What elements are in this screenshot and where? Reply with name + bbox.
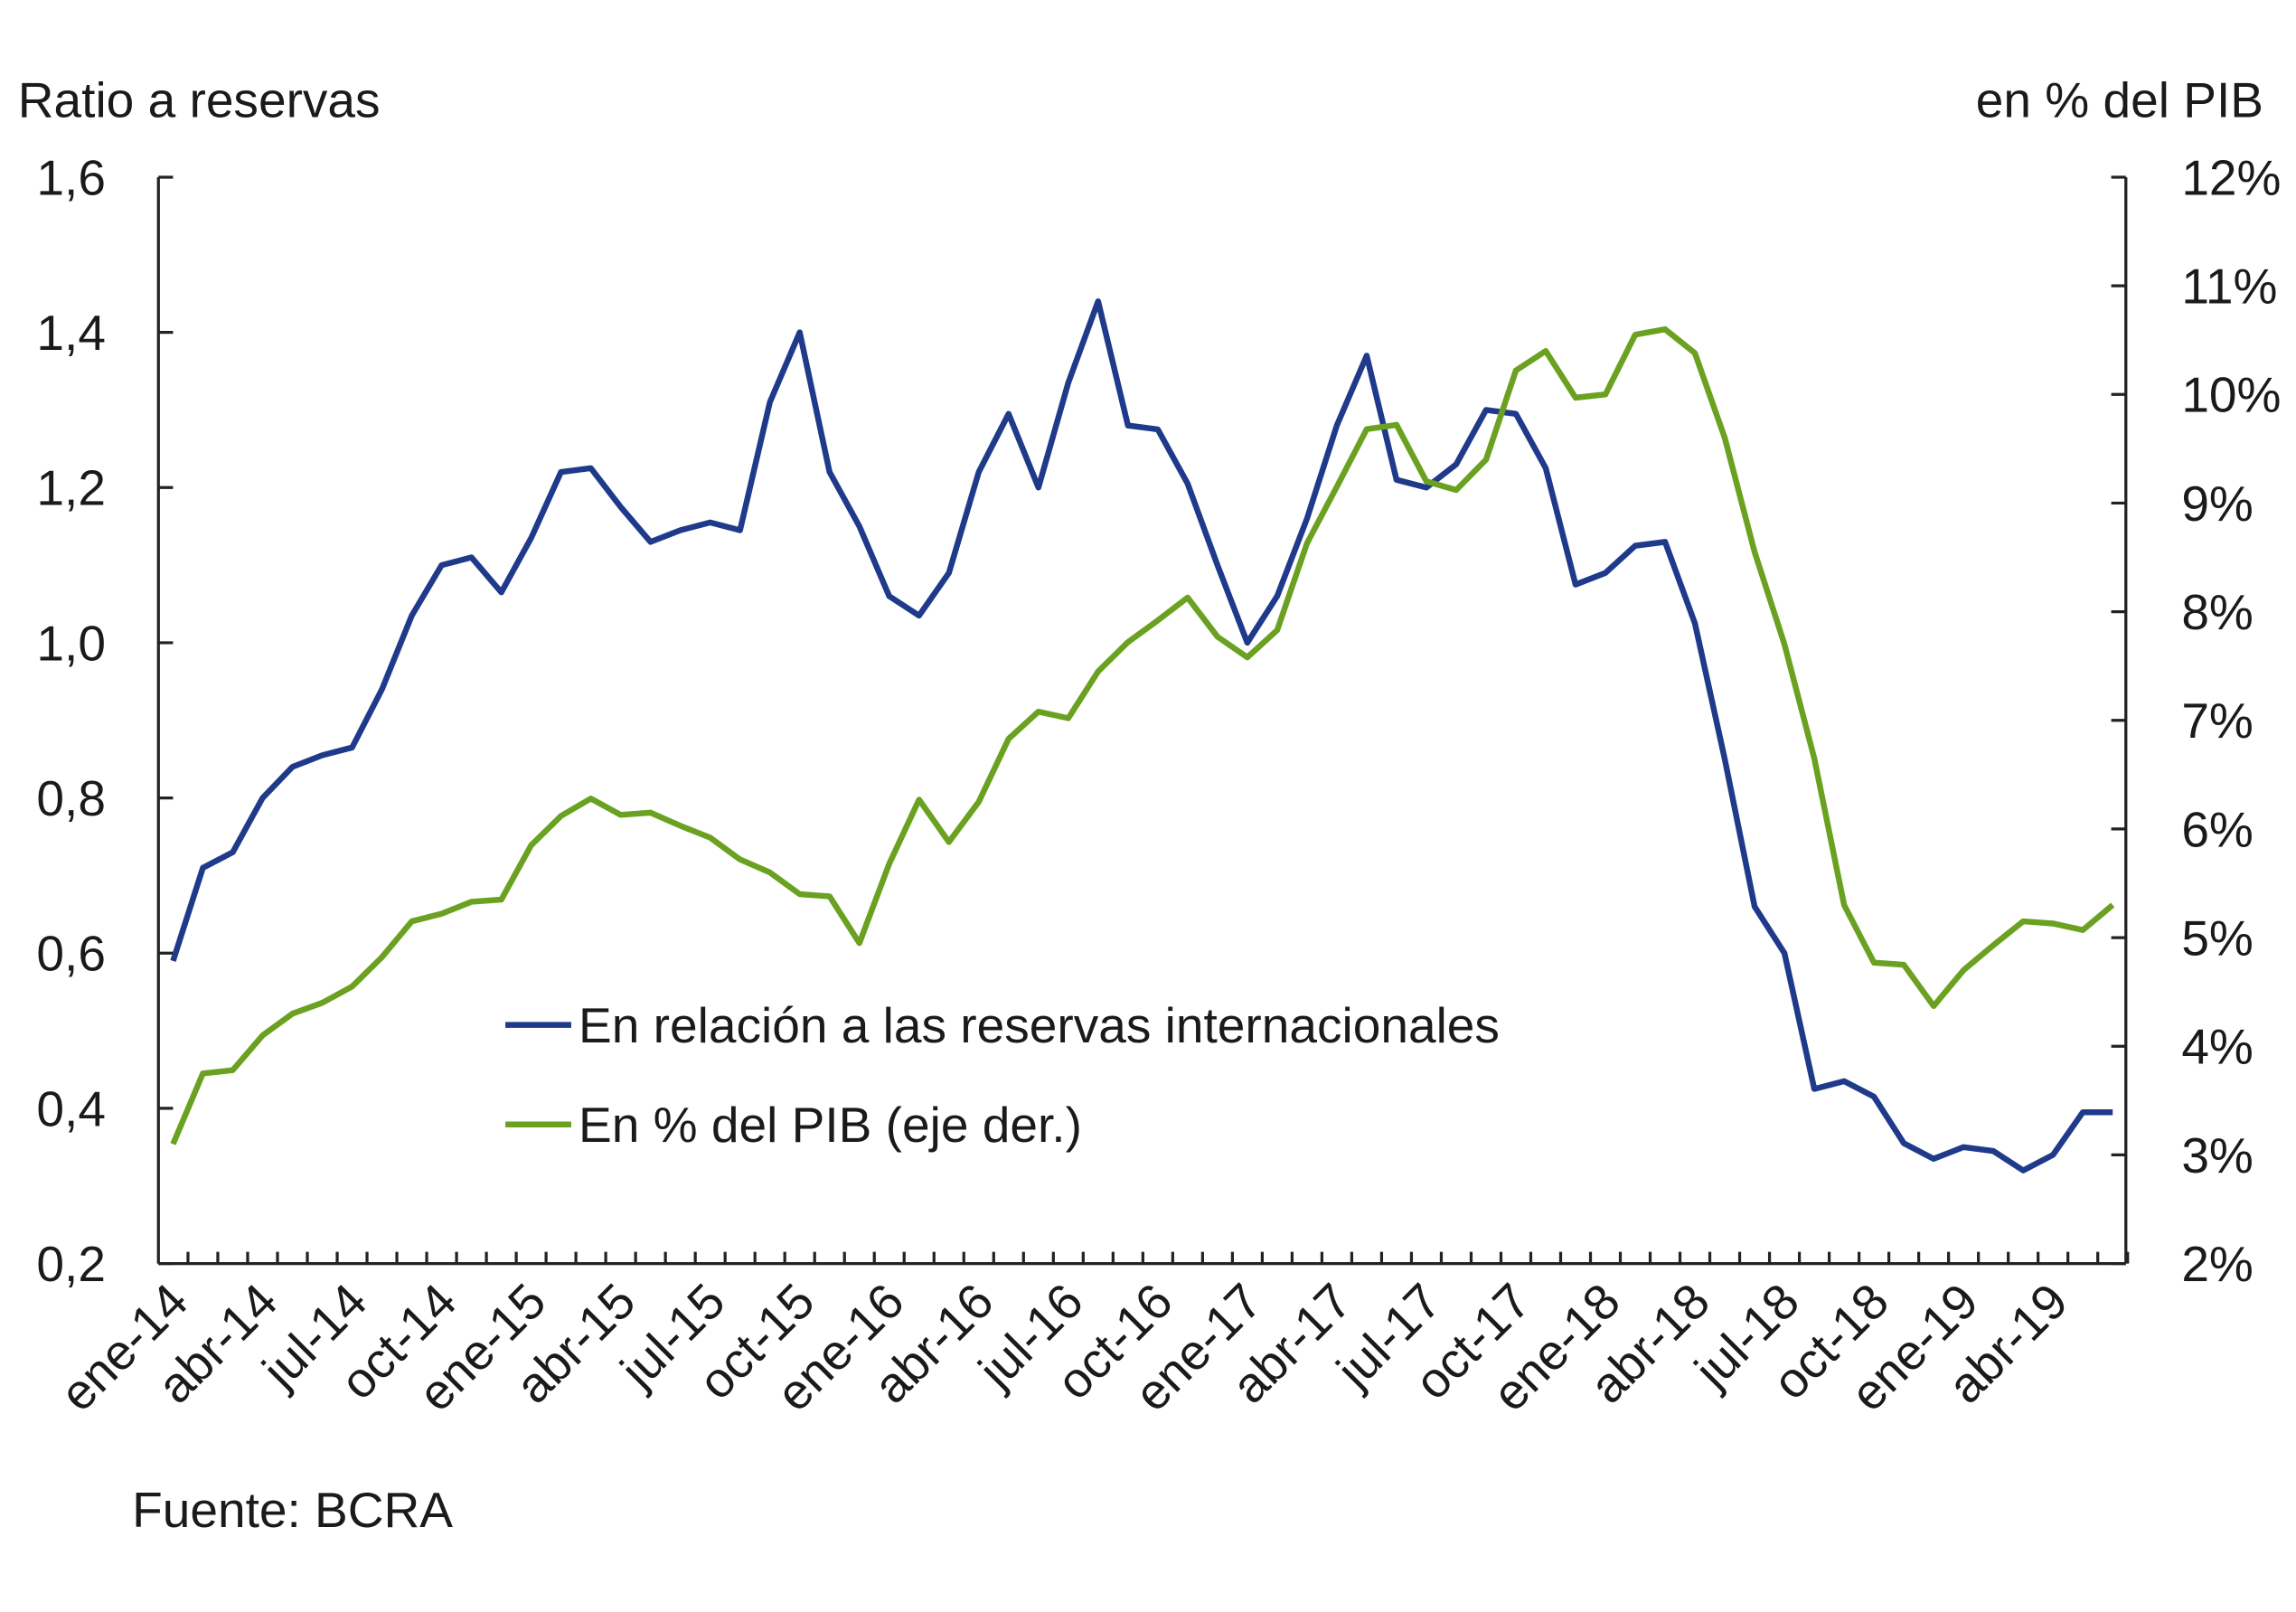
y-axis-title: Ratio a reservas <box>18 72 381 128</box>
series-line <box>170 325 2115 1145</box>
y2-tick-label: 6% <box>2181 801 2254 857</box>
y-tick-label: 1,6 <box>36 149 106 205</box>
legend-label: En % del PIB (eje der.) <box>579 1097 1082 1153</box>
y2-tick-label: 9% <box>2181 476 2254 532</box>
y-tick-label: 0,8 <box>36 770 106 826</box>
y2-tick-label: 3% <box>2181 1127 2254 1183</box>
y2-tick-label: 2% <box>2181 1236 2254 1292</box>
y2-tick-label: 4% <box>2181 1019 2254 1075</box>
y2-axis-title: en % del PIB <box>1976 72 2263 128</box>
legend-label: En relación a las reservas internacional… <box>579 997 1500 1053</box>
y2-tick-label: 11% <box>2181 259 2277 315</box>
y-tick-label: 1,2 <box>36 460 106 516</box>
y-tick-label: 0,4 <box>36 1080 106 1136</box>
y-tick-label: 1,0 <box>36 615 106 671</box>
source-note: Fuente: BCRA <box>132 1482 453 1538</box>
y-tick-label: 0,6 <box>36 926 106 982</box>
y2-tick-label: 5% <box>2181 910 2254 966</box>
y2-tick-label: 10% <box>2181 367 2281 423</box>
y2-tick-label: 7% <box>2181 693 2254 749</box>
y-tick-label: 1,4 <box>36 305 106 361</box>
y-tick-label: 0,2 <box>36 1236 106 1292</box>
series-line <box>170 298 2113 1174</box>
y2-tick-label: 12% <box>2181 149 2281 205</box>
y2-tick-label: 8% <box>2181 584 2254 640</box>
